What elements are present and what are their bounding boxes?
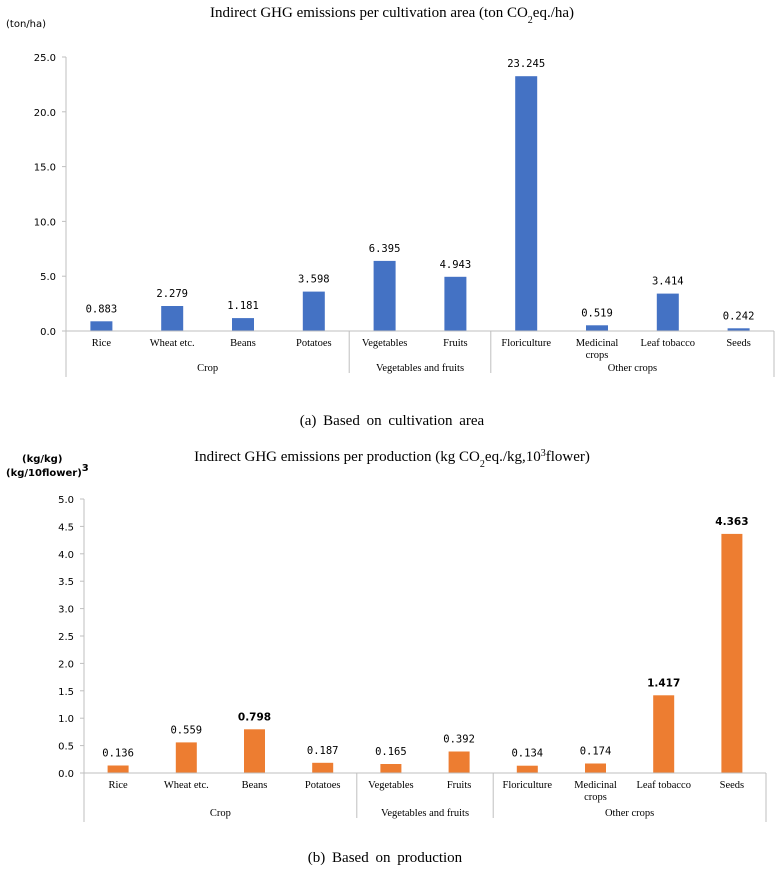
bar-wheat-etc- [175,742,197,773]
category-label: Leaf tobacco [636,780,691,791]
y-tick-label: 3.5 [58,577,74,588]
bar-value-label: 0.136 [102,748,134,760]
y-tick-label: 25.0 [34,53,56,64]
bar-value-label: 0.174 [580,746,612,758]
y-tick-label: 10.0 [34,217,56,228]
bar-value-label: 3.414 [652,276,684,288]
bar-value-label: 3.598 [298,274,330,286]
y-tick-label: 3.0 [58,605,74,616]
bar-value-label: 0.883 [86,303,118,315]
y-tick-label: 1.0 [58,714,74,725]
y-tick-label: 4.0 [58,550,74,561]
y-axis-unit-label: (kg/10flower)3 [6,463,89,480]
category-label: Rice [92,338,112,349]
bar-value-label: 1.181 [227,300,259,312]
bar-vegetables [380,764,402,773]
group-label: Vegetables and fruits [376,363,464,374]
category-label: Floriculture [503,780,553,791]
category-label: Floriculture [501,338,551,349]
category-label: Medicinal crops [576,338,619,361]
bar-leaf-tobacco [653,695,675,773]
category-label: Wheat etc. [150,338,195,349]
y-tick-label: 5.0 [40,272,56,283]
y-tick-label: 4.5 [58,522,74,533]
bar-value-label: 1.417 [647,677,680,689]
y-tick-label: 5.0 [58,495,74,506]
group-label: Crop [197,363,218,374]
y-tick-label: 2.0 [58,659,74,670]
group-label: Other crops [608,363,657,374]
figure-caption: (b) Based on production [308,850,463,866]
bar-wheat-etc- [161,306,184,331]
bar-vegetables [373,260,396,331]
y-axis-unit-label: (ton/ha) [6,19,46,30]
category-label: Wheat etc. [164,780,209,791]
bar-value-label: 0.559 [170,724,202,736]
bar-value-label: 0.165 [375,746,407,758]
category-label: Leaf tobacco [641,338,696,349]
bar-value-label: 0.187 [307,745,339,757]
group-label: Crop [210,808,231,819]
group-label: Vegetables and fruits [381,808,469,819]
chart-prod: Indirect GHG emissions per production (k… [6,448,767,866]
y-tick-label: 2.5 [58,632,74,643]
bar-medicinal-crops [585,763,606,773]
category-label: Potatoes [296,338,332,349]
bar-leaf-tobacco [656,293,679,331]
bar-value-label: 0.134 [511,748,543,760]
y-tick-label: 15.0 [34,163,56,174]
bar-rice [90,321,113,331]
category-label: Fruits [447,780,472,791]
chart-title: Indirect GHG emissions per production (k… [194,448,590,470]
y-tick-label: 1.5 [58,687,74,698]
bar-beans [244,729,265,773]
bar-floriculture [516,765,538,773]
figure-caption: (a) Based on cultivation area [300,413,485,429]
y-tick-label: 0.5 [58,742,74,753]
y-tick-label: 0.0 [58,769,74,780]
y-tick-label: 20.0 [34,108,56,119]
bar-fruits [448,751,470,773]
y-tick-label: 0.0 [40,327,56,338]
category-label: Seeds [726,338,751,349]
category-label: Medicinal crops [574,780,617,803]
bar-beans [232,318,254,331]
bar-value-label: 0.242 [723,310,755,322]
category-label: Beans [242,780,268,791]
category-label: Rice [108,780,128,791]
bar-floriculture [515,76,538,331]
bar-seeds [721,533,743,773]
bar-value-label: 2.279 [156,288,188,300]
bar-potatoes [302,291,325,331]
category-label: Vegetables [368,780,413,791]
bar-medicinal-crops [586,325,608,331]
category-label: Vegetables [362,338,407,349]
bar-value-label: 4.943 [440,259,472,271]
bar-value-label: 6.395 [369,243,401,255]
bar-seeds [727,328,750,331]
bar-value-label: 23.245 [507,58,545,70]
bar-rice [107,765,129,773]
y-axis-unit-label: (kg/kg) [22,454,62,465]
category-label: Potatoes [305,780,341,791]
category-label: Beans [230,338,256,349]
chart-title: Indirect GHG emissions per cultivation a… [210,5,574,26]
category-label: Fruits [443,338,468,349]
group-label: Other crops [605,808,654,819]
chart-area: Indirect GHG emissions per cultivation a… [6,5,775,429]
bar-potatoes [312,762,334,773]
bar-fruits [444,276,467,331]
category-label: Seeds [720,780,745,791]
bar-value-label: 0.392 [443,734,475,746]
bar-value-label: 0.519 [581,307,613,319]
bar-value-label: 4.363 [715,516,748,528]
bar-value-label: 0.798 [238,711,271,723]
